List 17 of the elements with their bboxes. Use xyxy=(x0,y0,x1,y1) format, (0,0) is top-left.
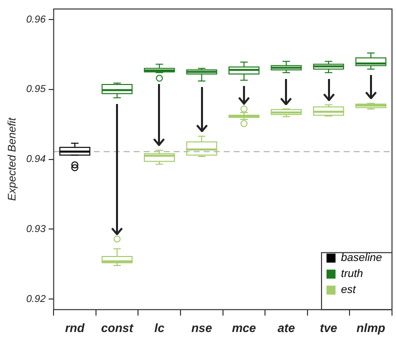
y-tick-label: 0.93 xyxy=(26,224,46,235)
y-tick-label: 0.96 xyxy=(26,14,46,26)
x-tick-label: rnd xyxy=(65,321,86,336)
x-tick-label: nlmp xyxy=(356,321,386,336)
legend-label: truth xyxy=(341,268,364,280)
y-axis-title: Expected Benefit xyxy=(6,116,19,201)
y-tick-label: 0.94 xyxy=(26,154,46,166)
legend-label: baseline xyxy=(341,252,382,264)
x-tick-label: nse xyxy=(191,321,212,336)
legend-label: est xyxy=(341,284,357,296)
y-tick-label: 0.92 xyxy=(26,294,46,305)
x-tick-label: const xyxy=(101,321,134,336)
x-tick-label: tve xyxy=(320,321,338,336)
x-tick-label: ate xyxy=(278,321,296,336)
y-tick-label: 0.95 xyxy=(26,84,46,96)
x-tick-label: mce xyxy=(232,321,256,336)
x-tick-label: lc xyxy=(154,321,165,336)
